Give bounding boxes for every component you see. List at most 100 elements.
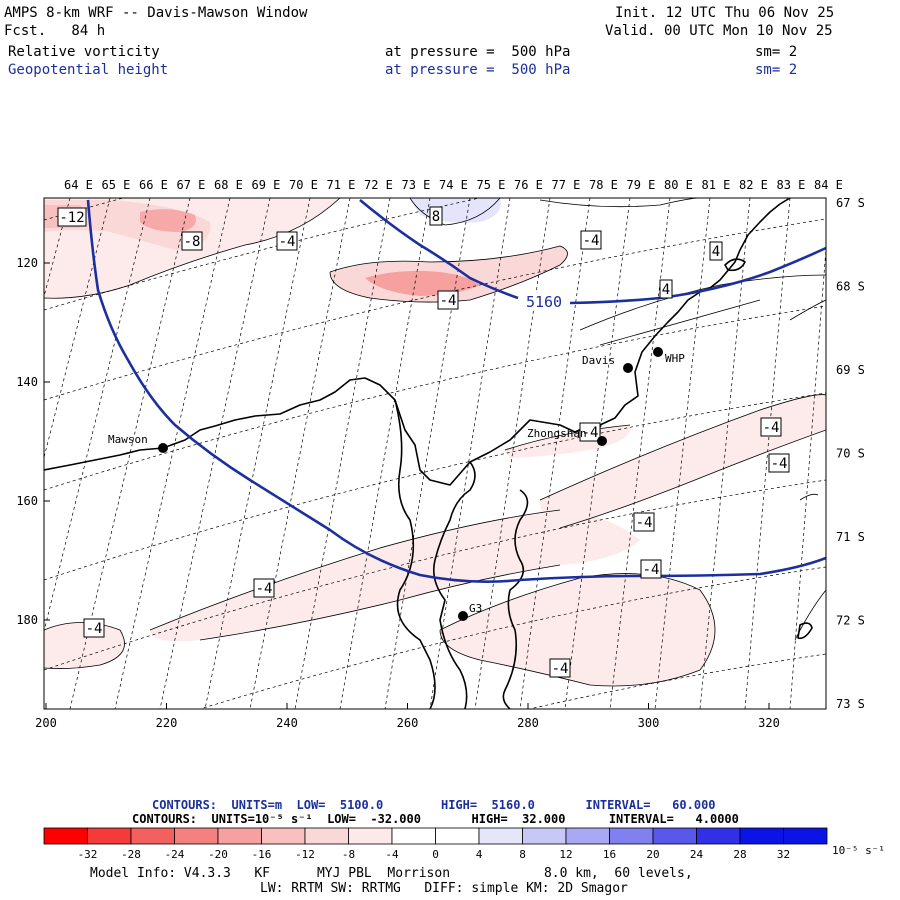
svg-text:220: 220 (156, 716, 178, 730)
vort-contour (504, 424, 631, 451)
vort-label: 4 (659, 279, 673, 299)
vort-contour (44, 198, 341, 299)
x-axis-ticks: 200 220 240 260 280 300 320 (35, 703, 780, 730)
meridian-line (294, 198, 391, 709)
svg-text:-4: -4 (771, 456, 788, 472)
colorbar-label: -16 (252, 848, 272, 861)
colorbar-cells (43, 827, 828, 845)
x-tick: 300 (638, 703, 660, 730)
colorbar-cell (43, 827, 88, 845)
station-g3: G3 (458, 602, 482, 621)
vort-contour (539, 198, 701, 208)
x-tick: 280 (517, 703, 539, 730)
map-plot-area (0, 198, 826, 709)
meridian-line (384, 198, 471, 709)
field1-smoothing: sm= 2 (755, 44, 798, 60)
vort-contour (794, 589, 826, 641)
svg-text:4: 4 (662, 282, 670, 298)
longitude-label: 83 E (777, 178, 806, 192)
model-info-line1: Model Info: V4.3.3 KF MYJ PBL Morrison 8… (90, 866, 693, 881)
parallel-line (198, 566, 826, 709)
svg-text:-4: -4 (582, 425, 599, 441)
forecast-map: -12-8-48-4-444-4-4-4-4-4-4-4-4-4 5160 Ma… (0, 178, 865, 730)
vort-label: -4 (83, 618, 105, 638)
field1-name: Relative vorticity (8, 44, 160, 60)
meridian-line (519, 198, 591, 709)
init-time: Init. 12 UTC Thu 06 Nov 25 (615, 5, 835, 21)
svg-text:5160: 5160 (526, 293, 562, 311)
longitude-label: 71 E (327, 178, 356, 192)
svg-text:Mawson: Mawson (108, 433, 148, 446)
latitude-label: 68 S (836, 280, 865, 294)
svg-text:4: 4 (712, 244, 720, 260)
longitude-label: 65 E (102, 178, 131, 192)
longitude-label: 67 E (177, 178, 206, 192)
parallel-line (44, 479, 826, 671)
vort-label: 4 (709, 241, 723, 261)
height-labels: 5160 (519, 292, 569, 311)
longitude-label: 75 E (477, 178, 506, 192)
svg-text:-4: -4 (440, 293, 457, 309)
longitude-label: 70 E (289, 178, 318, 192)
vort-contour (44, 622, 125, 669)
meridian-line (44, 198, 151, 633)
colorbar-label: -32 (78, 848, 98, 861)
vort-label: 8 (429, 206, 443, 226)
colorbar-label: 32 (777, 848, 790, 861)
vort-area-nw-core (140, 209, 196, 232)
meridian-line (789, 244, 826, 709)
vort-label: -4 (633, 512, 655, 532)
x-tick: 260 (397, 703, 418, 730)
svg-text:-12: -12 (59, 210, 84, 226)
svg-text:-8: -8 (184, 234, 201, 250)
meridian-line (249, 198, 351, 709)
x-tick: 320 (758, 703, 780, 730)
coast-amery (432, 461, 476, 709)
svg-text:320: 320 (758, 716, 780, 730)
parallel-line (44, 198, 482, 311)
vort-label: -4 (579, 422, 601, 442)
colorbar-cell (522, 827, 567, 845)
colorbar-units: 10⁻⁵ s⁻¹ (832, 844, 885, 857)
height-contour-5160-west (359, 199, 519, 300)
coast-inland (394, 399, 436, 709)
svg-text:-4: -4 (583, 233, 600, 249)
colorbar-cell (783, 827, 828, 845)
longitude-label: 80 E (664, 178, 693, 192)
vort-area-central-core (365, 270, 480, 296)
vorticity-colorbar: -32 -28 -24 -20 -16 -12 -8 -4 0 4 8 12 16 20 24 28 32 10… (43, 827, 885, 861)
svg-text:WHP: WHP (665, 352, 685, 365)
model-info-line2: LW: RRTM SW: RRTMG DIFF: simple KM: 2D S… (260, 881, 628, 896)
parallel-line (44, 218, 826, 401)
meridian-line (429, 198, 511, 709)
model-title: AMPS 8-km WRF -- Davis-Mawson Window (4, 5, 308, 21)
longitude-label: 77 E (552, 178, 581, 192)
colorbar-label: 24 (690, 848, 704, 861)
latitude-label: 73 S (836, 697, 865, 711)
vort-label: -4 (276, 231, 298, 251)
vort-label: -8 (181, 231, 203, 251)
colorbar-labels: -32 -28 -24 -20 -16 -12 -8 -4 0 4 8 12 16 20 24 28 32 (78, 848, 791, 861)
vort-label: -4 (580, 230, 602, 250)
vort-contour (579, 274, 826, 331)
latitude-label: 69 S (836, 363, 865, 377)
svg-text:300: 300 (638, 716, 660, 730)
vort-area-southeast (440, 573, 715, 686)
height-contour-5160-east (569, 246, 826, 305)
meridian-line (0, 198, 30, 709)
valid-time: Valid. 00 UTC Mon 10 Nov 25 (605, 23, 833, 39)
longitude-label: 73 E (402, 178, 431, 192)
vort-label: -4 (768, 453, 790, 473)
y-axis-ticks: 120 140 160 180 (16, 256, 50, 627)
longitude-label: 64 E (64, 178, 93, 192)
meridian-line (564, 198, 631, 709)
latitude-labels: 67 S 68 S 69 S 70 S 71 S 72 S 73 S (836, 196, 865, 711)
latitude-label: 71 S (836, 530, 865, 544)
vort-area-east-band (540, 394, 826, 528)
coast-east (502, 489, 529, 709)
forecast-hour: Fcst. 84 h (4, 23, 106, 39)
x-tick: 240 (276, 703, 298, 730)
meridian-line (654, 198, 711, 709)
colorbar-cell (565, 827, 610, 845)
latitude-label: 72 S (836, 614, 865, 628)
